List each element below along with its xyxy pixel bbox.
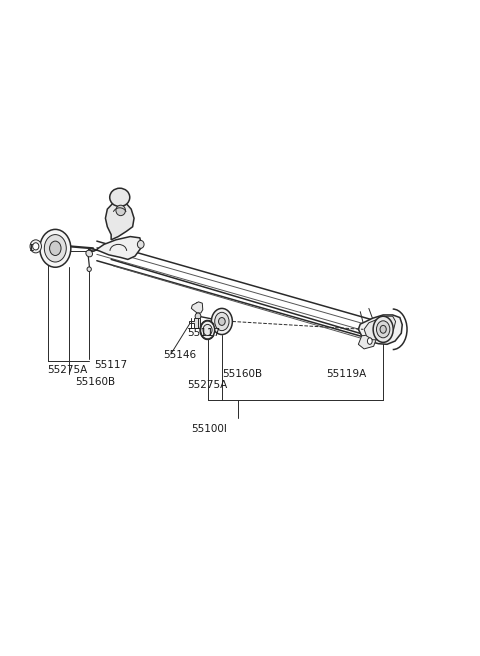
Polygon shape bbox=[88, 237, 142, 259]
Ellipse shape bbox=[200, 321, 215, 339]
Ellipse shape bbox=[110, 188, 130, 207]
Text: 55275A: 55275A bbox=[188, 380, 228, 390]
Ellipse shape bbox=[380, 325, 386, 333]
Polygon shape bbox=[359, 335, 376, 349]
Text: 55119A: 55119A bbox=[326, 369, 366, 379]
Ellipse shape bbox=[211, 308, 232, 335]
Ellipse shape bbox=[86, 250, 93, 257]
Ellipse shape bbox=[44, 235, 66, 262]
Text: 55100I: 55100I bbox=[192, 424, 227, 434]
Text: 55117: 55117 bbox=[188, 328, 221, 338]
Ellipse shape bbox=[218, 318, 225, 325]
Polygon shape bbox=[106, 201, 134, 240]
Text: 55146: 55146 bbox=[164, 350, 197, 360]
Ellipse shape bbox=[87, 267, 91, 272]
Polygon shape bbox=[364, 316, 396, 340]
Text: 55160B: 55160B bbox=[222, 369, 262, 379]
Text: 55117: 55117 bbox=[95, 360, 128, 370]
Ellipse shape bbox=[195, 313, 201, 319]
Ellipse shape bbox=[137, 241, 144, 249]
Polygon shape bbox=[192, 302, 203, 313]
Ellipse shape bbox=[49, 241, 61, 255]
Text: 55160B: 55160B bbox=[75, 377, 116, 386]
Polygon shape bbox=[359, 315, 402, 344]
Ellipse shape bbox=[373, 316, 393, 342]
Polygon shape bbox=[189, 318, 200, 328]
Ellipse shape bbox=[40, 230, 71, 267]
Text: 55275A: 55275A bbox=[47, 365, 87, 375]
Ellipse shape bbox=[116, 205, 125, 216]
Ellipse shape bbox=[33, 243, 39, 250]
Ellipse shape bbox=[215, 312, 229, 331]
Ellipse shape bbox=[30, 240, 41, 253]
Ellipse shape bbox=[203, 325, 212, 335]
Ellipse shape bbox=[367, 338, 372, 344]
Ellipse shape bbox=[376, 321, 390, 338]
